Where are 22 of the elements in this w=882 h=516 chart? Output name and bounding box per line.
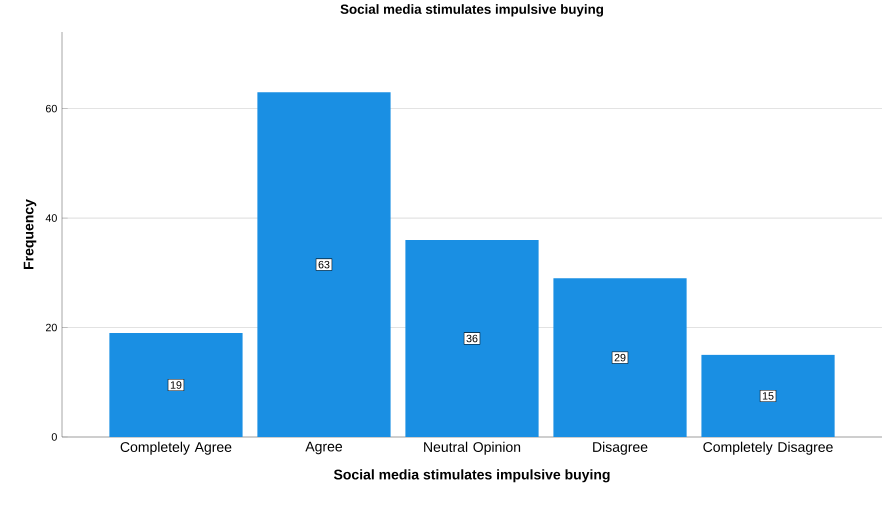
bar	[109, 333, 243, 437]
y-tick-label: 20	[46, 324, 57, 332]
x-axis-title: Social media stimulates impulsive buying	[334, 469, 610, 482]
data-label: 19	[170, 381, 182, 389]
bar	[257, 92, 391, 437]
x-tick-label: Agree	[305, 442, 342, 454]
data-label: 15	[762, 392, 774, 400]
data-label: 36	[466, 334, 478, 342]
x-tick-label: Neutral Opinion	[424, 442, 520, 455]
y-tick-label: 40	[46, 214, 57, 222]
y-tick-label: 0	[52, 433, 57, 441]
y-axis-title: Frequency	[24, 199, 36, 269]
x-tick-label: Completely Agree	[120, 442, 232, 455]
bar	[701, 354, 835, 437]
x-tick-label: Completely Disagree	[703, 442, 833, 455]
data-label: 29	[614, 354, 626, 362]
bar	[553, 278, 687, 437]
chart-title: Social media stimulates impulsive buying	[340, 4, 604, 17]
x-tick-label: Disagree	[593, 442, 648, 455]
bar	[405, 240, 539, 437]
y-tick-label: 60	[46, 104, 57, 112]
data-label: 63	[318, 260, 330, 268]
